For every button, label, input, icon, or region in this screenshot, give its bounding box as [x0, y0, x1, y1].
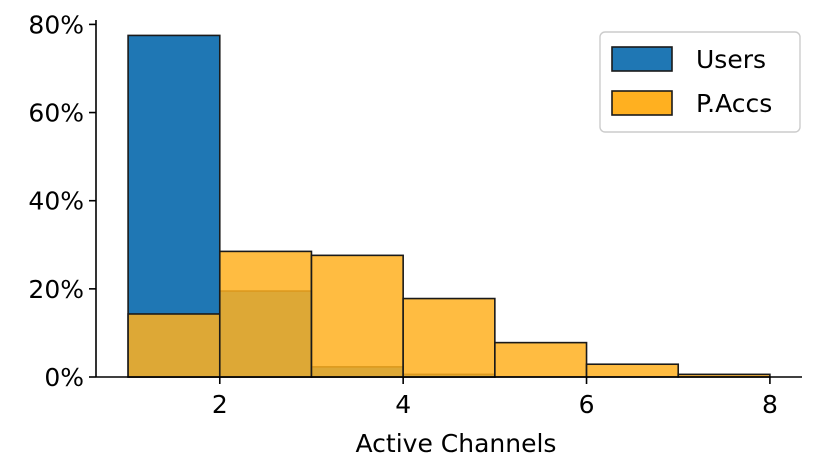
bar-p-accs-bin-4	[402, 297, 496, 378]
x-tick-label: 4	[395, 390, 411, 419]
x-tick-label: 6	[579, 390, 595, 419]
y-tick-label: 40%	[28, 187, 84, 216]
series-p-accs	[127, 250, 771, 378]
y-tick-label: 20%	[28, 275, 84, 304]
y-tick-label: 0%	[44, 363, 84, 392]
x-axis-label: Active Channels	[356, 429, 557, 458]
x-tick-label: 8	[762, 390, 778, 419]
x-tick-label: 2	[212, 390, 228, 419]
legend-swatch-p-accs	[611, 90, 673, 116]
bar-p-accs-bin-1	[127, 313, 221, 378]
legend-swatch-users	[611, 46, 673, 72]
bar-p-accs-bin-3	[310, 254, 404, 378]
bar-p-accs-bin-2	[218, 250, 313, 378]
bar-p-accs-bin-5	[494, 341, 588, 378]
bars-layer	[127, 34, 771, 378]
legend-label-p-accs: P.Accs	[696, 89, 772, 118]
legend-label-users: Users	[696, 45, 766, 74]
legend: Users P.Accs	[599, 31, 801, 133]
bar-p-accs-bin-6	[585, 363, 680, 378]
y-tick-label: 80%	[28, 10, 84, 39]
y-tick-label: 60%	[28, 99, 84, 128]
axes-layer: 0% 20% 40% 60% 80% 2 4 6 8	[28, 10, 802, 419]
